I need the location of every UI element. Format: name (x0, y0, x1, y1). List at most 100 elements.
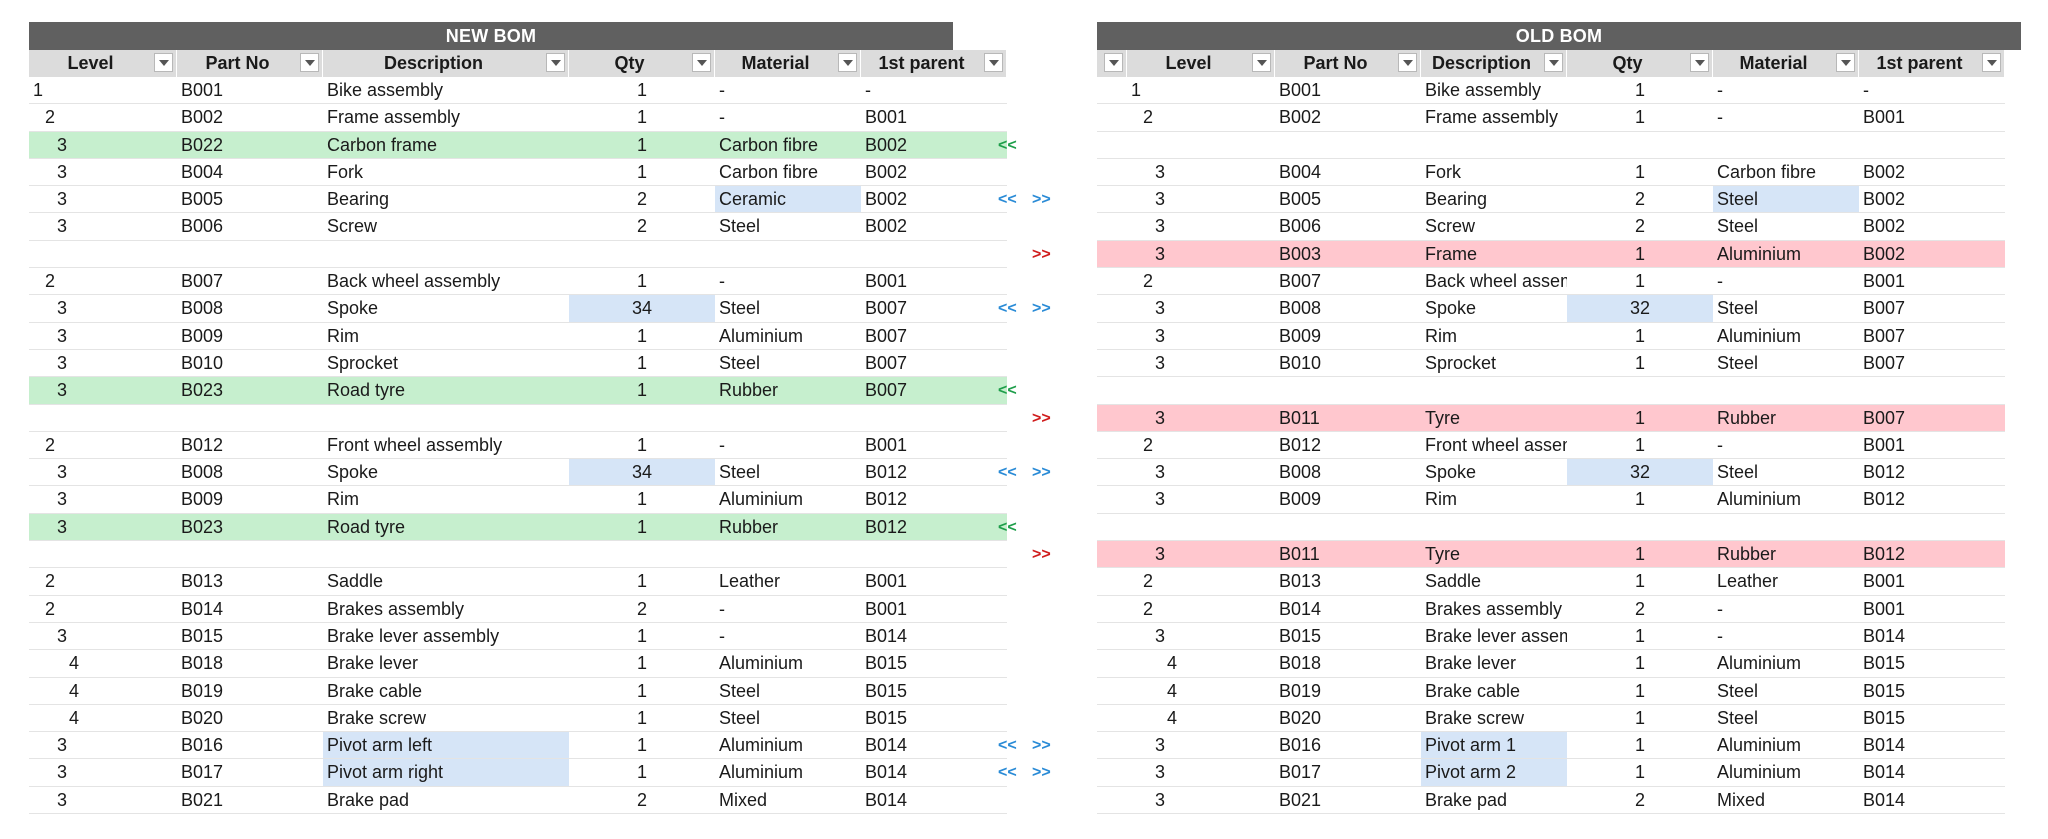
cell-parent: B012 (1859, 486, 2005, 514)
cell-qty (1567, 132, 1713, 159)
cell-desc: Screw (323, 213, 569, 241)
cell-material: Rubber (1713, 404, 1859, 432)
cell-desc: Tyre (1421, 404, 1567, 432)
cell-parent: B012 (861, 486, 1007, 514)
cell-level: 3 (29, 787, 177, 815)
cell-level: 3 (29, 623, 177, 651)
cell-part: B004 (177, 159, 323, 187)
column-header: Level (1127, 50, 1275, 77)
cell-material: Steel (715, 678, 861, 705)
diff-marker-row (990, 268, 1070, 295)
cell-material (715, 541, 861, 569)
cell-qty: 1 (1567, 759, 1713, 787)
cell-parent (861, 241, 1007, 269)
cell-level: 2 (29, 268, 177, 296)
column-header-label: Level (67, 53, 114, 73)
cell-qty: 1 (1567, 240, 1713, 269)
cell-spacer (1097, 323, 1127, 350)
cell-parent: B015 (1859, 678, 2005, 705)
cell-spacer (1097, 650, 1127, 678)
filter-dropdown-icon[interactable] (1252, 53, 1271, 72)
cell-part: B012 (1275, 432, 1421, 460)
filter-dropdown-icon[interactable] (1398, 53, 1417, 72)
cell-material: - (715, 596, 861, 623)
cell-desc: Front wheel assembly (323, 432, 569, 460)
cell-parent: B015 (861, 650, 1007, 678)
cell-desc: Carbon frame (323, 131, 569, 159)
cell-level: 4 (29, 705, 177, 733)
filter-dropdown-icon[interactable] (1690, 53, 1709, 72)
column-header: Qty (1567, 50, 1713, 77)
diff-marker-row (990, 213, 1070, 240)
column-header: Description (323, 50, 569, 77)
filter-dropdown-icon[interactable] (1836, 53, 1855, 72)
cell-part: B019 (1275, 678, 1421, 705)
cell-parent (1859, 132, 2005, 159)
cell-desc: Rim (323, 323, 569, 350)
cell-desc: Frame assembly (1421, 104, 1567, 132)
column-header: Qty (569, 50, 715, 77)
cell-spacer (1097, 541, 1127, 569)
cell-qty: 1 (569, 377, 715, 405)
filter-dropdown-icon[interactable] (300, 53, 319, 72)
filter-dropdown-icon[interactable] (1544, 53, 1563, 72)
cell-level: 3 (29, 295, 177, 323)
cell-material: - (715, 104, 861, 132)
diff-marker-row: << >> (990, 186, 1070, 213)
cell-parent: B007 (861, 377, 1007, 405)
filter-dropdown-icon[interactable] (1104, 53, 1123, 72)
cell-spacer (1097, 623, 1127, 651)
cell-material: Steel (715, 295, 861, 323)
cell-spacer (1097, 568, 1127, 596)
cell-material: Carbon fibre (715, 131, 861, 159)
cell-level: 3 (1127, 159, 1275, 187)
cell-desc: Pivot arm 1 (1421, 732, 1567, 760)
filter-dropdown-icon[interactable] (1982, 53, 2001, 72)
cell-qty: 32 (1567, 459, 1713, 487)
cell-part: B002 (177, 104, 323, 132)
cell-desc: Brake lever assembly (1421, 623, 1567, 651)
cell-qty: 1 (569, 705, 715, 733)
cell-level: 4 (1127, 650, 1275, 678)
filter-dropdown-icon[interactable] (692, 53, 711, 72)
cell-parent: B001 (1859, 596, 2005, 623)
cell-parent (861, 541, 1007, 569)
cell-material: Rubber (1713, 541, 1859, 569)
cell-desc: Brake screw (323, 705, 569, 733)
cell-parent (1859, 514, 2005, 542)
cell-desc (1421, 377, 1567, 405)
cell-parent: B012 (1859, 541, 2005, 569)
diff-marker-right: >> (1032, 191, 1051, 209)
diff-marker-right: >> (1032, 464, 1051, 482)
cell-material: - (715, 623, 861, 651)
cell-part: B006 (1275, 213, 1421, 241)
cell-material: - (715, 268, 861, 296)
cell-level: 3 (29, 459, 177, 487)
cell-spacer (1097, 295, 1127, 323)
cell-qty: 1 (1567, 350, 1713, 378)
cell-level: 2 (29, 104, 177, 132)
cell-parent: B007 (1859, 295, 2005, 323)
cell-parent: B014 (861, 759, 1007, 787)
cell-part: B008 (177, 295, 323, 323)
cell-material: Aluminium (1713, 486, 1859, 514)
cell-parent: B001 (1859, 568, 2005, 596)
column-header-label: Description (383, 53, 484, 73)
cell-part: B004 (1275, 159, 1421, 187)
filter-dropdown-icon[interactable] (546, 53, 565, 72)
diff-marker-right: >> (1032, 245, 1051, 263)
diff-marker-left: << (998, 191, 1017, 209)
filter-dropdown-icon[interactable] (984, 53, 1003, 72)
cell-qty: 34 (569, 459, 715, 487)
cell-level: 3 (29, 513, 177, 542)
filter-dropdown-icon[interactable] (154, 53, 173, 72)
column-header-label: Part No (1303, 53, 1368, 73)
filter-dropdown-icon[interactable] (838, 53, 857, 72)
column-header (1097, 50, 1127, 77)
cell-qty: 1 (1567, 404, 1713, 432)
cell-material: Steel (1713, 295, 1859, 323)
cell-parent: B002 (1859, 240, 2005, 269)
column-header: Level (29, 50, 177, 77)
cell-qty: 2 (1567, 787, 1713, 815)
cell-spacer (1097, 514, 1127, 542)
